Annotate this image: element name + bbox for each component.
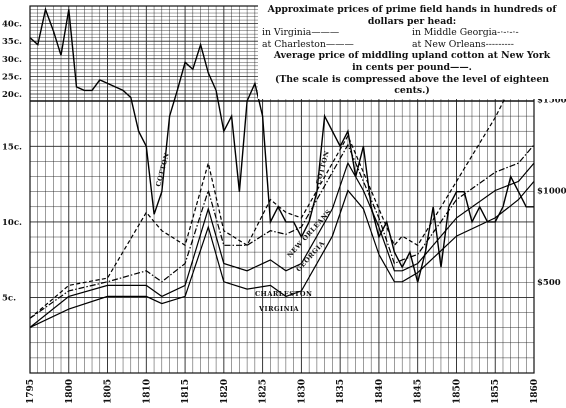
x-tick-label: 1795 bbox=[26, 379, 36, 404]
charleston-line bbox=[29, 161, 535, 328]
virginia-line bbox=[29, 181, 535, 328]
x-tick-label: 1850 bbox=[452, 379, 462, 404]
legend-virginia: in Virginia——— bbox=[262, 27, 340, 39]
legend-middle-georgia: in Middle Georgia-·-·-·- bbox=[412, 27, 519, 39]
x-tick-label: 1815 bbox=[181, 379, 191, 404]
y-left-tick-label: 35c. bbox=[2, 37, 22, 47]
new-orleans-line bbox=[29, 26, 535, 319]
y-right-tick-label: $1000 bbox=[537, 187, 566, 197]
y-left-tick-label: 10c. bbox=[2, 218, 22, 228]
caption-line-1: Approximate prices of prime field hands … bbox=[267, 4, 557, 15]
legend: Approximate prices of prime field hands … bbox=[262, 4, 562, 97]
x-tick-label: 1805 bbox=[104, 379, 114, 404]
charleston-label: CHARLESTON bbox=[255, 290, 312, 298]
series-lines bbox=[29, 7, 535, 328]
caption-cotton-1: Average price of middling upland cotton … bbox=[273, 50, 551, 62]
georgia-line bbox=[29, 143, 535, 319]
x-tick-label: 1835 bbox=[336, 379, 346, 404]
virginia-label: VIRGINIA bbox=[258, 305, 300, 313]
x-tick-label: 1845 bbox=[414, 379, 424, 404]
x-tick-label: 1840 bbox=[375, 379, 385, 404]
y-left-tick-label: 25c. bbox=[2, 72, 22, 82]
x-tick-label: 1800 bbox=[65, 379, 75, 404]
y-left-tick-label: 30c. bbox=[2, 55, 22, 65]
x-tick-label: 1860 bbox=[530, 379, 540, 404]
x-tick-label: 1820 bbox=[220, 379, 230, 404]
legend-charleston: at Charleston——— bbox=[262, 38, 354, 50]
y-right-tick-label: $500 bbox=[537, 278, 561, 288]
caption-note-2: cents.) bbox=[394, 85, 430, 97]
x-tick-label: 1830 bbox=[297, 379, 307, 404]
caption-line-2: dollars per head: bbox=[367, 15, 457, 27]
y-left-tick-label: 5c. bbox=[2, 293, 16, 303]
cotton-line bbox=[29, 7, 534, 283]
caption-cotton-2: in cents per pound——. bbox=[352, 61, 472, 73]
y-left-tick-label: 40c. bbox=[2, 20, 22, 30]
x-tick-label: 1825 bbox=[259, 379, 269, 404]
legend-backdrop bbox=[258, 0, 566, 99]
y-left-tick-label: 15c. bbox=[2, 142, 22, 152]
caption-note-1: (The scale is compressed above the level… bbox=[274, 73, 549, 85]
y-left-tick-label: 20c. bbox=[2, 90, 22, 100]
x-tick-label: 1810 bbox=[142, 379, 152, 404]
x-tick-label: 1855 bbox=[491, 379, 501, 404]
y-right-tick-label: $1500 bbox=[537, 95, 566, 105]
axes: 1795 1800 1805 1810 1815 1820 1825 1830 1835 1840… bbox=[2, 20, 566, 404]
legend-new-orleans: at New Orleans--------- bbox=[412, 38, 514, 50]
